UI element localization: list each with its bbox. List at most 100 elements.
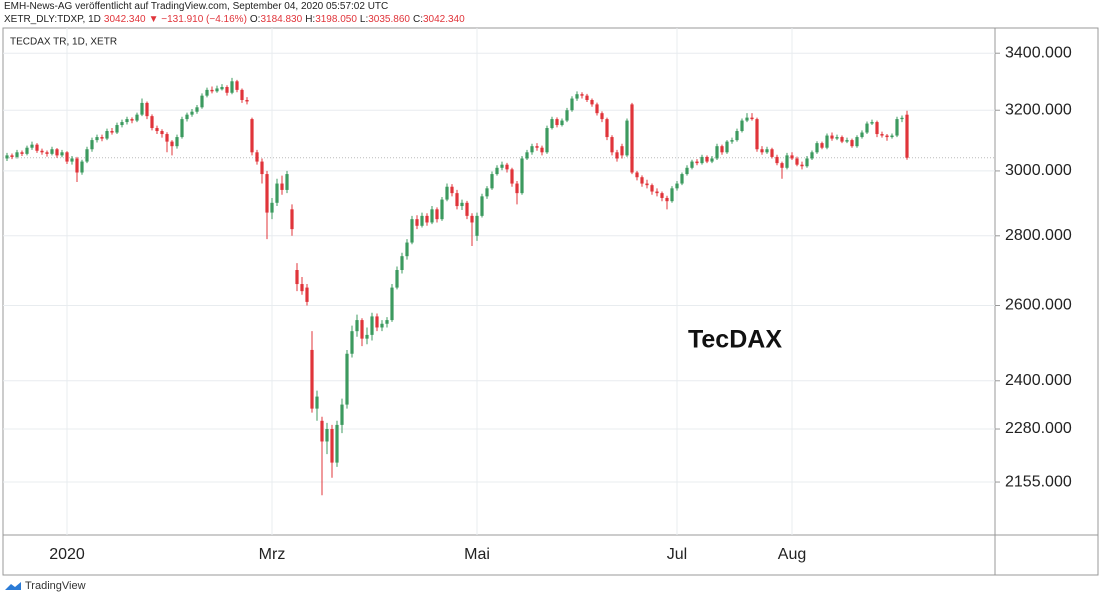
x-tick-label: Mai xyxy=(464,546,490,563)
candle-body xyxy=(410,219,414,243)
candle-body xyxy=(540,147,544,153)
candle-body xyxy=(20,152,24,154)
candle-body xyxy=(390,287,394,321)
candle-body xyxy=(515,183,519,194)
candle-body xyxy=(785,155,789,168)
y-tick-label: 2400.000 xyxy=(1005,372,1072,389)
candle-body xyxy=(210,89,214,92)
candle-body xyxy=(635,172,639,178)
candle-body xyxy=(640,177,644,184)
field-label: C: xyxy=(412,14,423,25)
candle-body xyxy=(295,270,299,285)
candle-body xyxy=(580,94,584,96)
candle-body xyxy=(485,188,489,197)
y-tick-label: 2800.000 xyxy=(1005,227,1072,244)
candle-body xyxy=(535,146,539,148)
candle-body xyxy=(435,209,439,220)
candle-body xyxy=(680,174,684,184)
footer: TradingView xyxy=(4,580,86,592)
brand: TradingView xyxy=(25,580,86,592)
candle-body xyxy=(660,193,664,198)
candle-body xyxy=(555,119,559,126)
candle-body xyxy=(230,81,234,93)
candle-body xyxy=(825,135,829,148)
candle-body xyxy=(280,183,284,190)
candle-body xyxy=(255,152,259,162)
candle-body xyxy=(670,188,674,202)
candle-body xyxy=(315,396,319,409)
candle-body xyxy=(5,155,9,159)
candle-body xyxy=(355,320,359,332)
candle-body xyxy=(740,120,744,132)
candle-body xyxy=(880,134,884,136)
candle-body xyxy=(675,183,679,189)
candle-body xyxy=(385,320,389,324)
candle-body xyxy=(690,161,694,168)
candle-body xyxy=(715,146,719,159)
candle-body xyxy=(35,144,39,151)
candle-body xyxy=(45,152,49,154)
candle-body xyxy=(375,316,379,328)
candle-body xyxy=(545,128,549,153)
candle-body xyxy=(150,116,154,129)
candle-body xyxy=(420,215,424,226)
symbol: XETR_DLY:TDXP, 1D xyxy=(4,14,101,25)
candle-body xyxy=(505,164,509,170)
candle-body xyxy=(245,100,249,102)
candle-body xyxy=(235,81,239,90)
candle-body xyxy=(320,420,324,442)
field-label: L: xyxy=(359,14,369,25)
candle-body xyxy=(820,143,824,148)
header-line2: XETR_DLY:TDXP, 1D 3042.340 ▼ −131.910 (−4.… xyxy=(4,14,471,25)
candle-body xyxy=(340,404,344,425)
candle-body xyxy=(300,284,304,292)
candle-body xyxy=(760,149,764,153)
candle-body xyxy=(500,164,504,168)
candle-body xyxy=(360,320,364,339)
candle-body xyxy=(80,161,84,173)
candle-body xyxy=(710,158,714,162)
candle-body xyxy=(875,122,879,135)
candle-body xyxy=(220,87,224,90)
candle-body xyxy=(475,215,479,236)
candle-body xyxy=(495,167,499,175)
candle-body xyxy=(135,114,139,121)
candle-body xyxy=(380,323,384,328)
candle-body xyxy=(190,111,194,115)
candle-body xyxy=(455,193,459,207)
y-tick-label: 3000.000 xyxy=(1005,162,1072,179)
candle-body xyxy=(125,119,129,123)
candle-body xyxy=(40,150,44,153)
candle-body xyxy=(780,163,784,168)
x-tick-label: 2020 xyxy=(49,546,85,563)
candle-body xyxy=(330,429,334,463)
candle-body xyxy=(70,158,74,162)
candle-body xyxy=(465,202,469,216)
change: ▼ −131.910 (−4.16%) xyxy=(148,14,247,25)
field-value: 3042.340 xyxy=(422,14,465,25)
y-tick-label: 2155.000 xyxy=(1005,473,1072,490)
candle-body xyxy=(610,137,614,153)
candle-body xyxy=(595,104,599,114)
candle-body xyxy=(700,156,704,164)
candle-body xyxy=(120,122,124,126)
candle-body xyxy=(440,199,444,220)
candle-body xyxy=(335,424,339,463)
y-tick-label: 3400.000 xyxy=(1005,44,1072,61)
candle-body xyxy=(65,152,69,162)
candle-body xyxy=(55,149,59,156)
candle-body xyxy=(250,119,254,153)
field-label: O: xyxy=(249,14,261,25)
candle-body xyxy=(725,141,729,153)
last-price: 3042.340 xyxy=(103,14,146,25)
candle-body xyxy=(865,123,869,133)
candle-body xyxy=(105,131,109,139)
candle-body xyxy=(15,152,19,157)
candle-body xyxy=(430,209,434,223)
candle-body xyxy=(770,149,774,157)
candle-body xyxy=(750,117,754,120)
candle-body xyxy=(890,135,894,138)
candle-body xyxy=(85,149,89,162)
candle-body xyxy=(575,94,579,99)
candle-body xyxy=(445,186,449,200)
